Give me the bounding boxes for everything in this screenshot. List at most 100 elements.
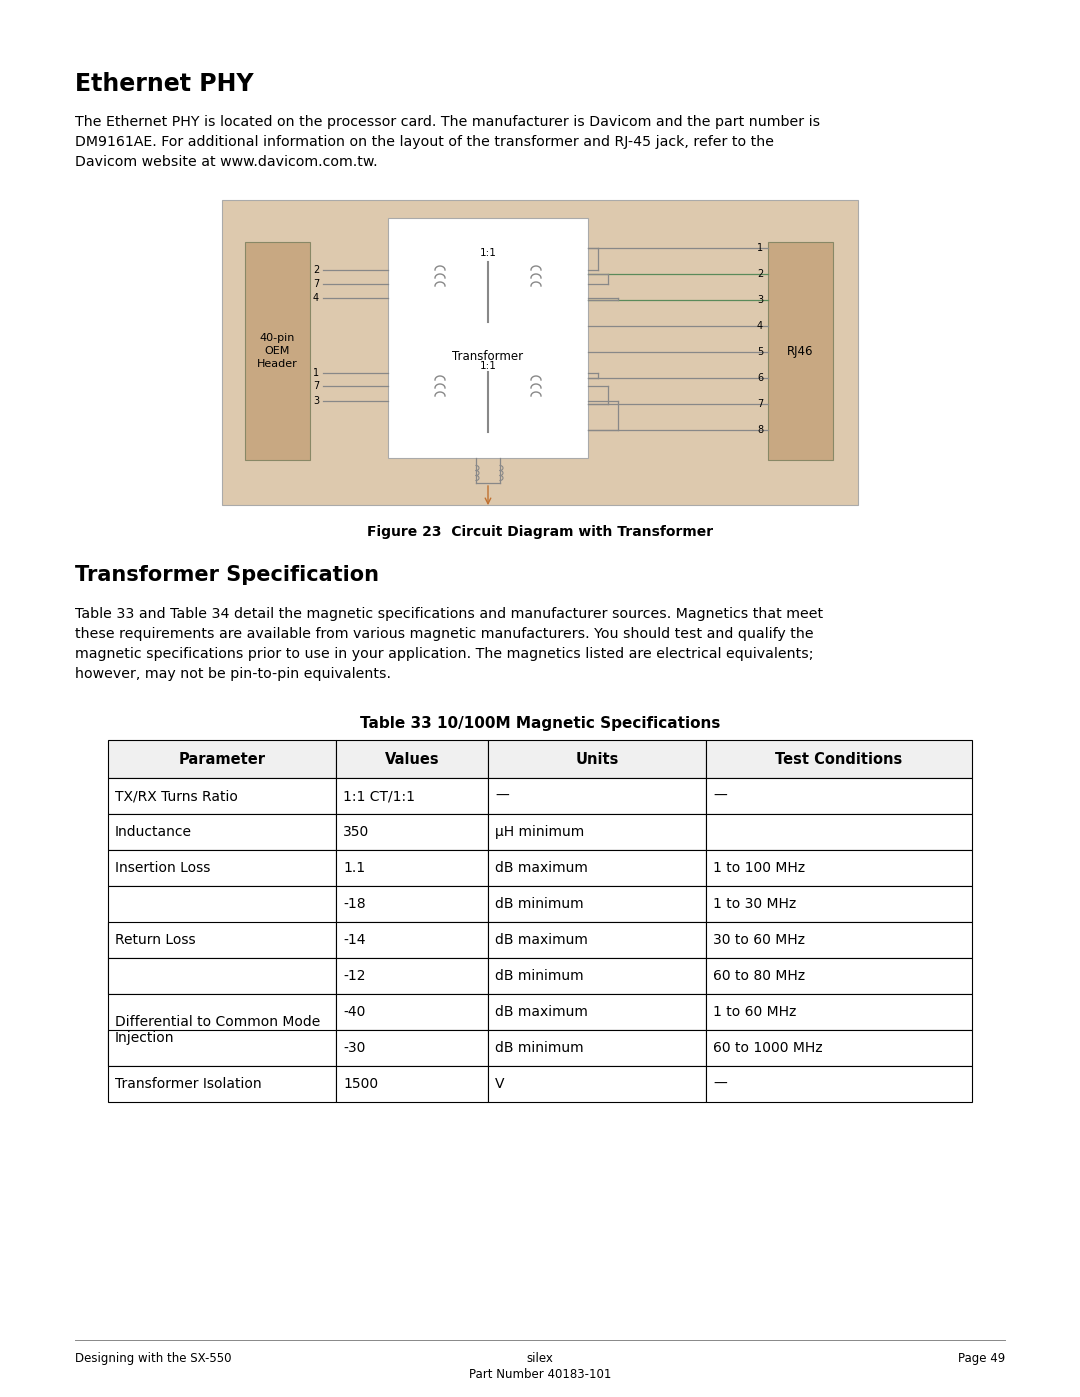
Text: —: — — [495, 789, 509, 803]
Text: -18: -18 — [343, 897, 366, 911]
Text: —: — — [713, 1077, 727, 1091]
Text: 2: 2 — [757, 270, 762, 279]
Bar — [706, 740, 972, 778]
Text: Page 49: Page 49 — [958, 1352, 1005, 1365]
Text: 1: 1 — [757, 243, 762, 253]
Text: -12: -12 — [343, 970, 365, 983]
Text: 3: 3 — [757, 295, 762, 305]
Bar — [108, 778, 336, 814]
Text: —: — — [713, 789, 727, 803]
Bar — [706, 1066, 972, 1102]
Bar — [706, 814, 972, 849]
Text: Table 33 10/100M Magnetic Specifications: Table 33 10/100M Magnetic Specifications — [360, 717, 720, 731]
Text: -30: -30 — [343, 1041, 365, 1055]
Bar — [222, 200, 858, 504]
Bar — [336, 1030, 488, 1066]
Text: 3: 3 — [313, 395, 319, 407]
Text: 4: 4 — [313, 293, 319, 303]
Text: dB minimum: dB minimum — [495, 897, 583, 911]
Bar — [336, 814, 488, 849]
Text: 40-pin
OEM
Header: 40-pin OEM Header — [257, 332, 298, 369]
Bar — [488, 1030, 706, 1066]
Text: Parameter: Parameter — [178, 752, 266, 767]
Bar — [336, 849, 488, 886]
Text: 1 to 100 MHz: 1 to 100 MHz — [713, 861, 805, 875]
Text: 1.1: 1.1 — [343, 861, 365, 875]
Text: 350: 350 — [343, 826, 369, 840]
Bar — [336, 886, 488, 922]
Text: 7: 7 — [313, 381, 320, 391]
Text: RJ46: RJ46 — [787, 345, 813, 358]
Bar — [108, 886, 336, 995]
Text: 60 to 80 MHz: 60 to 80 MHz — [713, 970, 805, 983]
Text: Insertion Loss: Insertion Loss — [114, 861, 211, 875]
Text: 1:1: 1:1 — [480, 360, 497, 372]
Text: Transformer Specification: Transformer Specification — [75, 564, 379, 585]
Bar — [108, 922, 336, 958]
Bar — [706, 778, 972, 814]
Text: 7: 7 — [757, 400, 762, 409]
Text: dB maximum: dB maximum — [495, 861, 588, 875]
Text: 6: 6 — [757, 373, 762, 383]
Bar — [488, 814, 706, 849]
Bar — [488, 922, 706, 958]
Bar — [336, 995, 488, 1030]
Bar — [488, 778, 706, 814]
Bar — [488, 849, 706, 886]
Bar — [488, 740, 706, 778]
Text: TX/RX Turns Ratio: TX/RX Turns Ratio — [114, 789, 238, 803]
Text: dB minimum: dB minimum — [495, 970, 583, 983]
Bar — [108, 1066, 336, 1102]
Text: 60 to 1000 MHz: 60 to 1000 MHz — [713, 1041, 823, 1055]
Text: 1: 1 — [313, 367, 319, 379]
Text: 5: 5 — [757, 346, 762, 358]
Bar — [108, 849, 336, 886]
Text: 1500: 1500 — [343, 1077, 378, 1091]
Bar — [336, 922, 488, 958]
Bar — [488, 958, 706, 995]
Bar — [108, 1030, 336, 1066]
Bar — [488, 1066, 706, 1102]
Text: Units: Units — [576, 752, 619, 767]
Bar — [706, 886, 972, 922]
Bar — [108, 995, 336, 1066]
Text: V: V — [495, 1077, 504, 1091]
Text: dB maximum: dB maximum — [495, 933, 588, 947]
Bar — [706, 1030, 972, 1066]
Bar — [706, 995, 972, 1030]
Text: 4: 4 — [757, 321, 762, 331]
Bar — [108, 958, 336, 995]
Text: Designing with the SX-550: Designing with the SX-550 — [75, 1352, 231, 1365]
Text: dB maximum: dB maximum — [495, 1004, 588, 1018]
Text: Values: Values — [384, 752, 440, 767]
Text: 7: 7 — [313, 279, 320, 289]
Bar — [388, 218, 588, 458]
Bar — [245, 242, 310, 460]
Text: Table 33 and Table 34 detail the magnetic specifications and manufacturer source: Table 33 and Table 34 detail the magneti… — [75, 608, 823, 682]
Text: silex: silex — [527, 1352, 553, 1365]
Bar — [336, 740, 488, 778]
Bar — [108, 740, 336, 778]
Bar — [488, 995, 706, 1030]
Text: Differential to Common Mode
Injection: Differential to Common Mode Injection — [114, 1014, 321, 1045]
Text: The Ethernet PHY is located on the processor card. The manufacturer is Davicom a: The Ethernet PHY is located on the proce… — [75, 115, 820, 169]
Text: 1:1: 1:1 — [480, 249, 497, 258]
Bar — [768, 242, 833, 460]
Text: Figure 23  Circuit Diagram with Transformer: Figure 23 Circuit Diagram with Transform… — [367, 525, 713, 539]
Bar — [336, 958, 488, 995]
Text: 30 to 60 MHz: 30 to 60 MHz — [713, 933, 805, 947]
Text: Transformer: Transformer — [453, 349, 524, 362]
Text: 1:1 CT/1:1: 1:1 CT/1:1 — [343, 789, 415, 803]
Bar — [336, 1066, 488, 1102]
Text: 2: 2 — [313, 265, 320, 275]
Text: Inductance: Inductance — [114, 826, 192, 840]
Bar — [706, 849, 972, 886]
Text: 1 to 30 MHz: 1 to 30 MHz — [713, 897, 796, 911]
Text: 1 to 60 MHz: 1 to 60 MHz — [713, 1004, 796, 1018]
Bar — [706, 958, 972, 995]
Bar — [488, 886, 706, 922]
Text: 8: 8 — [757, 425, 762, 434]
Bar — [336, 778, 488, 814]
Text: dB minimum: dB minimum — [495, 1041, 583, 1055]
Text: Test Conditions: Test Conditions — [775, 752, 903, 767]
